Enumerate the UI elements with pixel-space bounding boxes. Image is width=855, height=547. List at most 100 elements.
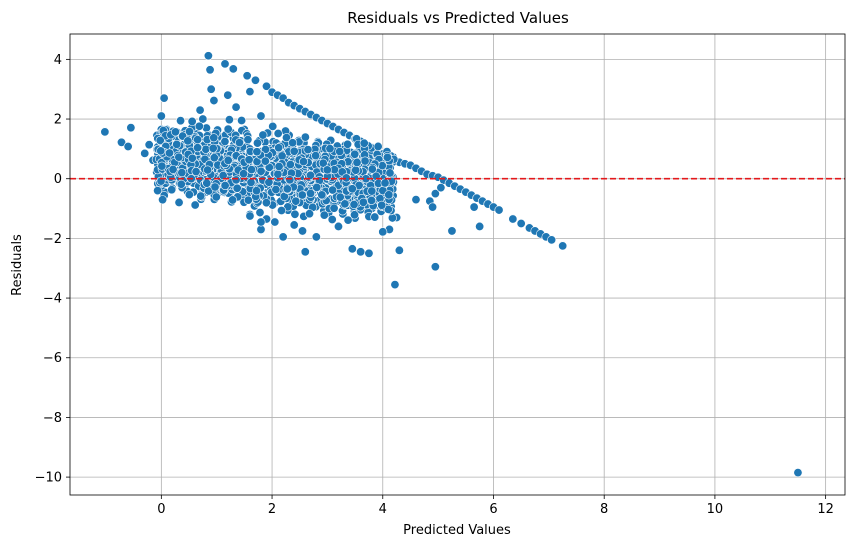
scatter-point xyxy=(206,84,216,94)
scatter-point xyxy=(367,195,377,205)
scatter-point xyxy=(350,149,360,159)
scatter-point xyxy=(494,205,504,215)
scatter-point xyxy=(558,241,568,251)
scatter-point xyxy=(190,200,200,210)
scatter-point xyxy=(243,135,253,145)
scatter-point xyxy=(174,152,184,162)
scatter-point xyxy=(256,111,266,121)
scatter-point xyxy=(360,156,370,166)
scatter-point xyxy=(209,153,219,163)
y-tick-label: 4 xyxy=(54,53,62,68)
scatter-point xyxy=(223,124,233,134)
scatter-point xyxy=(220,59,230,69)
scatter-point xyxy=(116,137,126,147)
scatter-point xyxy=(187,153,197,163)
scatter-point xyxy=(177,168,187,178)
scatter-point xyxy=(306,188,316,198)
scatter-point xyxy=(430,262,440,272)
scatter-point xyxy=(347,184,357,194)
y-tick-label: −6 xyxy=(43,351,62,366)
scatter-point xyxy=(349,199,359,209)
scatter-point xyxy=(288,138,298,148)
scatter-point xyxy=(144,140,154,150)
scatter-point xyxy=(100,127,110,137)
points-layer xyxy=(100,51,803,478)
scatter-point xyxy=(319,210,329,220)
scatter-point xyxy=(220,181,230,191)
scatter-point xyxy=(184,190,194,200)
y-tick-label: 0 xyxy=(54,172,62,187)
scatter-point xyxy=(475,221,485,231)
plot-frame xyxy=(69,33,846,496)
scatter-point xyxy=(281,133,291,143)
scatter-point xyxy=(318,158,328,168)
scatter-point xyxy=(193,135,203,145)
scatter-point xyxy=(258,130,268,140)
scatter-point xyxy=(508,214,518,224)
scatter-point xyxy=(271,185,281,195)
scatter-point xyxy=(220,136,230,146)
scatter-point xyxy=(231,102,241,112)
scatter-point xyxy=(231,175,241,185)
scatter-point xyxy=(209,96,219,106)
scatter-point xyxy=(205,65,215,75)
scatter-point xyxy=(245,211,255,221)
scatter-point xyxy=(285,159,295,169)
scatter-point xyxy=(211,192,221,202)
scatter-point xyxy=(311,232,321,242)
scatter-point xyxy=(333,221,343,231)
scatter-point xyxy=(159,93,169,103)
scatter-point xyxy=(358,197,368,207)
scatter-point xyxy=(255,208,265,218)
scatter-point xyxy=(277,206,287,216)
scatter-point xyxy=(411,195,421,205)
scatter-point xyxy=(170,127,180,137)
scatter-point xyxy=(245,87,255,97)
scatter-point xyxy=(183,136,193,146)
scatter-point xyxy=(370,212,380,222)
scatter-point xyxy=(340,199,350,209)
scatter-point xyxy=(394,245,404,255)
scatter-point xyxy=(356,247,366,257)
scatter-point xyxy=(303,145,313,155)
scatter-point xyxy=(378,227,388,237)
scatter-point xyxy=(232,183,242,193)
scatter-point xyxy=(153,186,163,196)
scatter-point xyxy=(157,161,167,171)
scatter-point xyxy=(343,139,353,149)
scatter-point xyxy=(282,184,292,194)
scatter-point xyxy=(172,139,182,149)
scatter-point xyxy=(194,121,204,131)
scatter-point xyxy=(270,217,280,227)
scatter-point xyxy=(228,64,238,74)
scatter-point xyxy=(447,226,457,236)
scatter-point xyxy=(367,186,377,196)
x-tick-label: 8 xyxy=(600,502,608,517)
scatter-point xyxy=(306,170,316,180)
ticks: 0 2 4 6 8 10 12 −10 −8 −6 −4 −2 0 2 4 xyxy=(35,53,834,517)
scatter-point xyxy=(158,195,168,205)
scatter-point xyxy=(156,111,166,121)
scatter-point xyxy=(367,164,377,174)
scatter-point xyxy=(168,164,178,174)
scatter-point xyxy=(235,138,245,148)
scatter-point xyxy=(351,165,361,175)
scatter-point xyxy=(176,179,186,189)
y-tick-label: −2 xyxy=(43,232,62,247)
scatter-point xyxy=(156,146,166,156)
scatter-point xyxy=(297,226,307,236)
scatter-point xyxy=(377,200,387,210)
scatter-point xyxy=(256,166,266,176)
scatter-point xyxy=(256,224,266,234)
y-axis-label: Residuals xyxy=(10,234,25,296)
scatter-point xyxy=(273,128,283,138)
scatter-point xyxy=(256,217,266,227)
scatter-point xyxy=(290,209,300,219)
scatter-point xyxy=(335,146,345,156)
scatter-point xyxy=(223,155,233,165)
scatter-point xyxy=(359,138,369,148)
scatter-point xyxy=(274,143,284,153)
x-tick-label: 6 xyxy=(489,502,497,517)
